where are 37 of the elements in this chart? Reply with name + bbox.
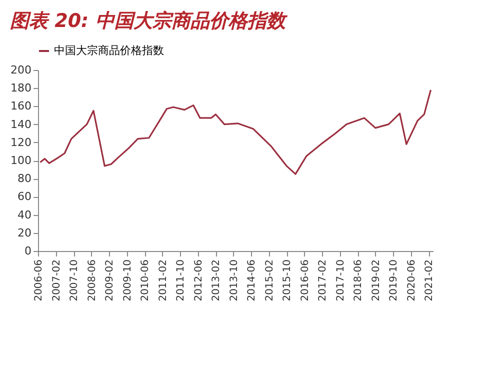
y-tick-label: 40 — [18, 208, 32, 222]
y-tick-label: 60 — [18, 190, 32, 204]
chart-title: 图表 20: 中国大宗商品价格指数 — [10, 10, 288, 32]
x-tick-label: 2020-06 — [406, 260, 418, 302]
x-tick-label: 2007-02 — [51, 260, 62, 302]
x-tick-label: 2006-06 — [34, 260, 44, 302]
x-tick-label: 2007-10 — [69, 260, 80, 302]
y-tick-label: 20 — [18, 226, 32, 240]
x-tick-label: 2016-06 — [300, 260, 311, 302]
y-tick-label: 120 — [10, 136, 32, 149]
y-tick-label: 0 — [24, 244, 32, 258]
x-tick-label: 2011-02 — [158, 260, 169, 302]
x-tick-label: 2017-02 — [318, 260, 329, 302]
x-tick-label: 2011-10 — [176, 260, 187, 302]
x-tick-label: 2019-02 — [370, 260, 382, 302]
x-tick-label: 2017-10 — [335, 260, 346, 302]
y-tick-label: 140 — [10, 118, 32, 131]
line-series — [39, 89, 432, 175]
y-tick-label: 180 — [10, 82, 32, 95]
y-tick-label: 200 — [10, 64, 32, 76]
x-tick-label: 2019-10 — [388, 260, 400, 302]
x-tick-label: 2015-10 — [282, 260, 294, 302]
x-tick-label: 2008-06 — [86, 260, 98, 302]
x-tick-label: 2009-02 — [104, 260, 116, 302]
x-tick-label: 2018-06 — [353, 260, 364, 302]
x-tick-label: 2015-02 — [264, 260, 276, 302]
y-tick-label: 160 — [10, 100, 32, 113]
x-tick-label: 2009-10 — [122, 260, 134, 302]
x-tick-label: 2012-06 — [193, 260, 204, 302]
y-tick-label: 80 — [18, 172, 32, 186]
x-tick-label: 2013-10 — [228, 260, 240, 302]
x-tick-label: 2014-06 — [246, 260, 258, 302]
x-tick-label: 2021-02 — [424, 260, 436, 302]
x-tick-label: 2010-06 — [140, 260, 152, 302]
x-tick-label: 2013-02 — [211, 260, 222, 302]
legend-label: 中国大宗商品价格指数 — [54, 44, 164, 57]
y-tick-label: 100 — [10, 154, 32, 167]
